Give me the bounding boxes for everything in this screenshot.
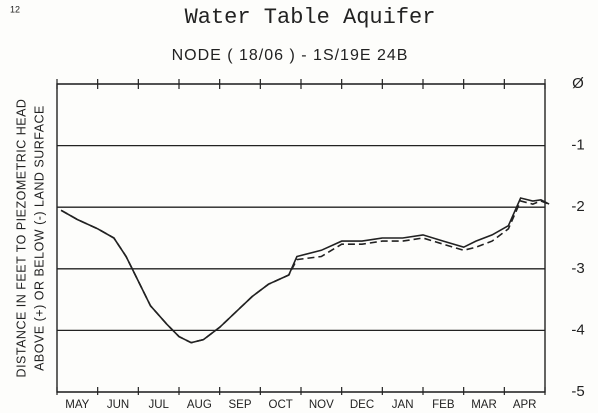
x-tick-label: FEB [432, 399, 455, 411]
x-tick-label: OCT [269, 399, 293, 411]
chart-subtitle: NODE ( 18/06 ) - 1S/19E 24B [172, 47, 409, 64]
y-tick-label: -2 [571, 198, 584, 215]
x-tick-label: JUN [107, 399, 129, 411]
y-tick-label: -5 [571, 383, 584, 400]
x-tick-label: MAR [471, 399, 497, 411]
y-tick-label: -1 [571, 137, 584, 154]
chart: 12 Water Table Aquifer NODE ( 18/06 ) - … [0, 0, 598, 413]
y-axis-label: DISTANCE IN FEET TO PIEZOMETRIC HEAD [14, 99, 28, 378]
x-tick-label: AUG [187, 399, 212, 411]
data-line [61, 198, 549, 343]
x-tick-label: MAY [65, 399, 89, 411]
x-tick-label: JAN [392, 399, 414, 411]
data-line [61, 201, 549, 343]
x-tick-label: DEC [350, 399, 374, 411]
page-number: 12 [10, 4, 20, 14]
chart-title: Water Table Aquifer [185, 5, 436, 30]
x-tick-label: SEP [228, 399, 251, 411]
y-tick-label: Ø [572, 75, 584, 92]
y-axis-label: ABOVE (+) OR BELOW (-) LAND SURFACE [32, 105, 46, 371]
x-tick-label: NOV [309, 399, 334, 411]
y-tick-label: -3 [571, 260, 584, 277]
y-tick-label: -4 [571, 321, 584, 338]
x-tick-label: APR [513, 399, 537, 411]
x-tick-label: JUL [148, 399, 169, 411]
plot-frame [57, 84, 545, 392]
